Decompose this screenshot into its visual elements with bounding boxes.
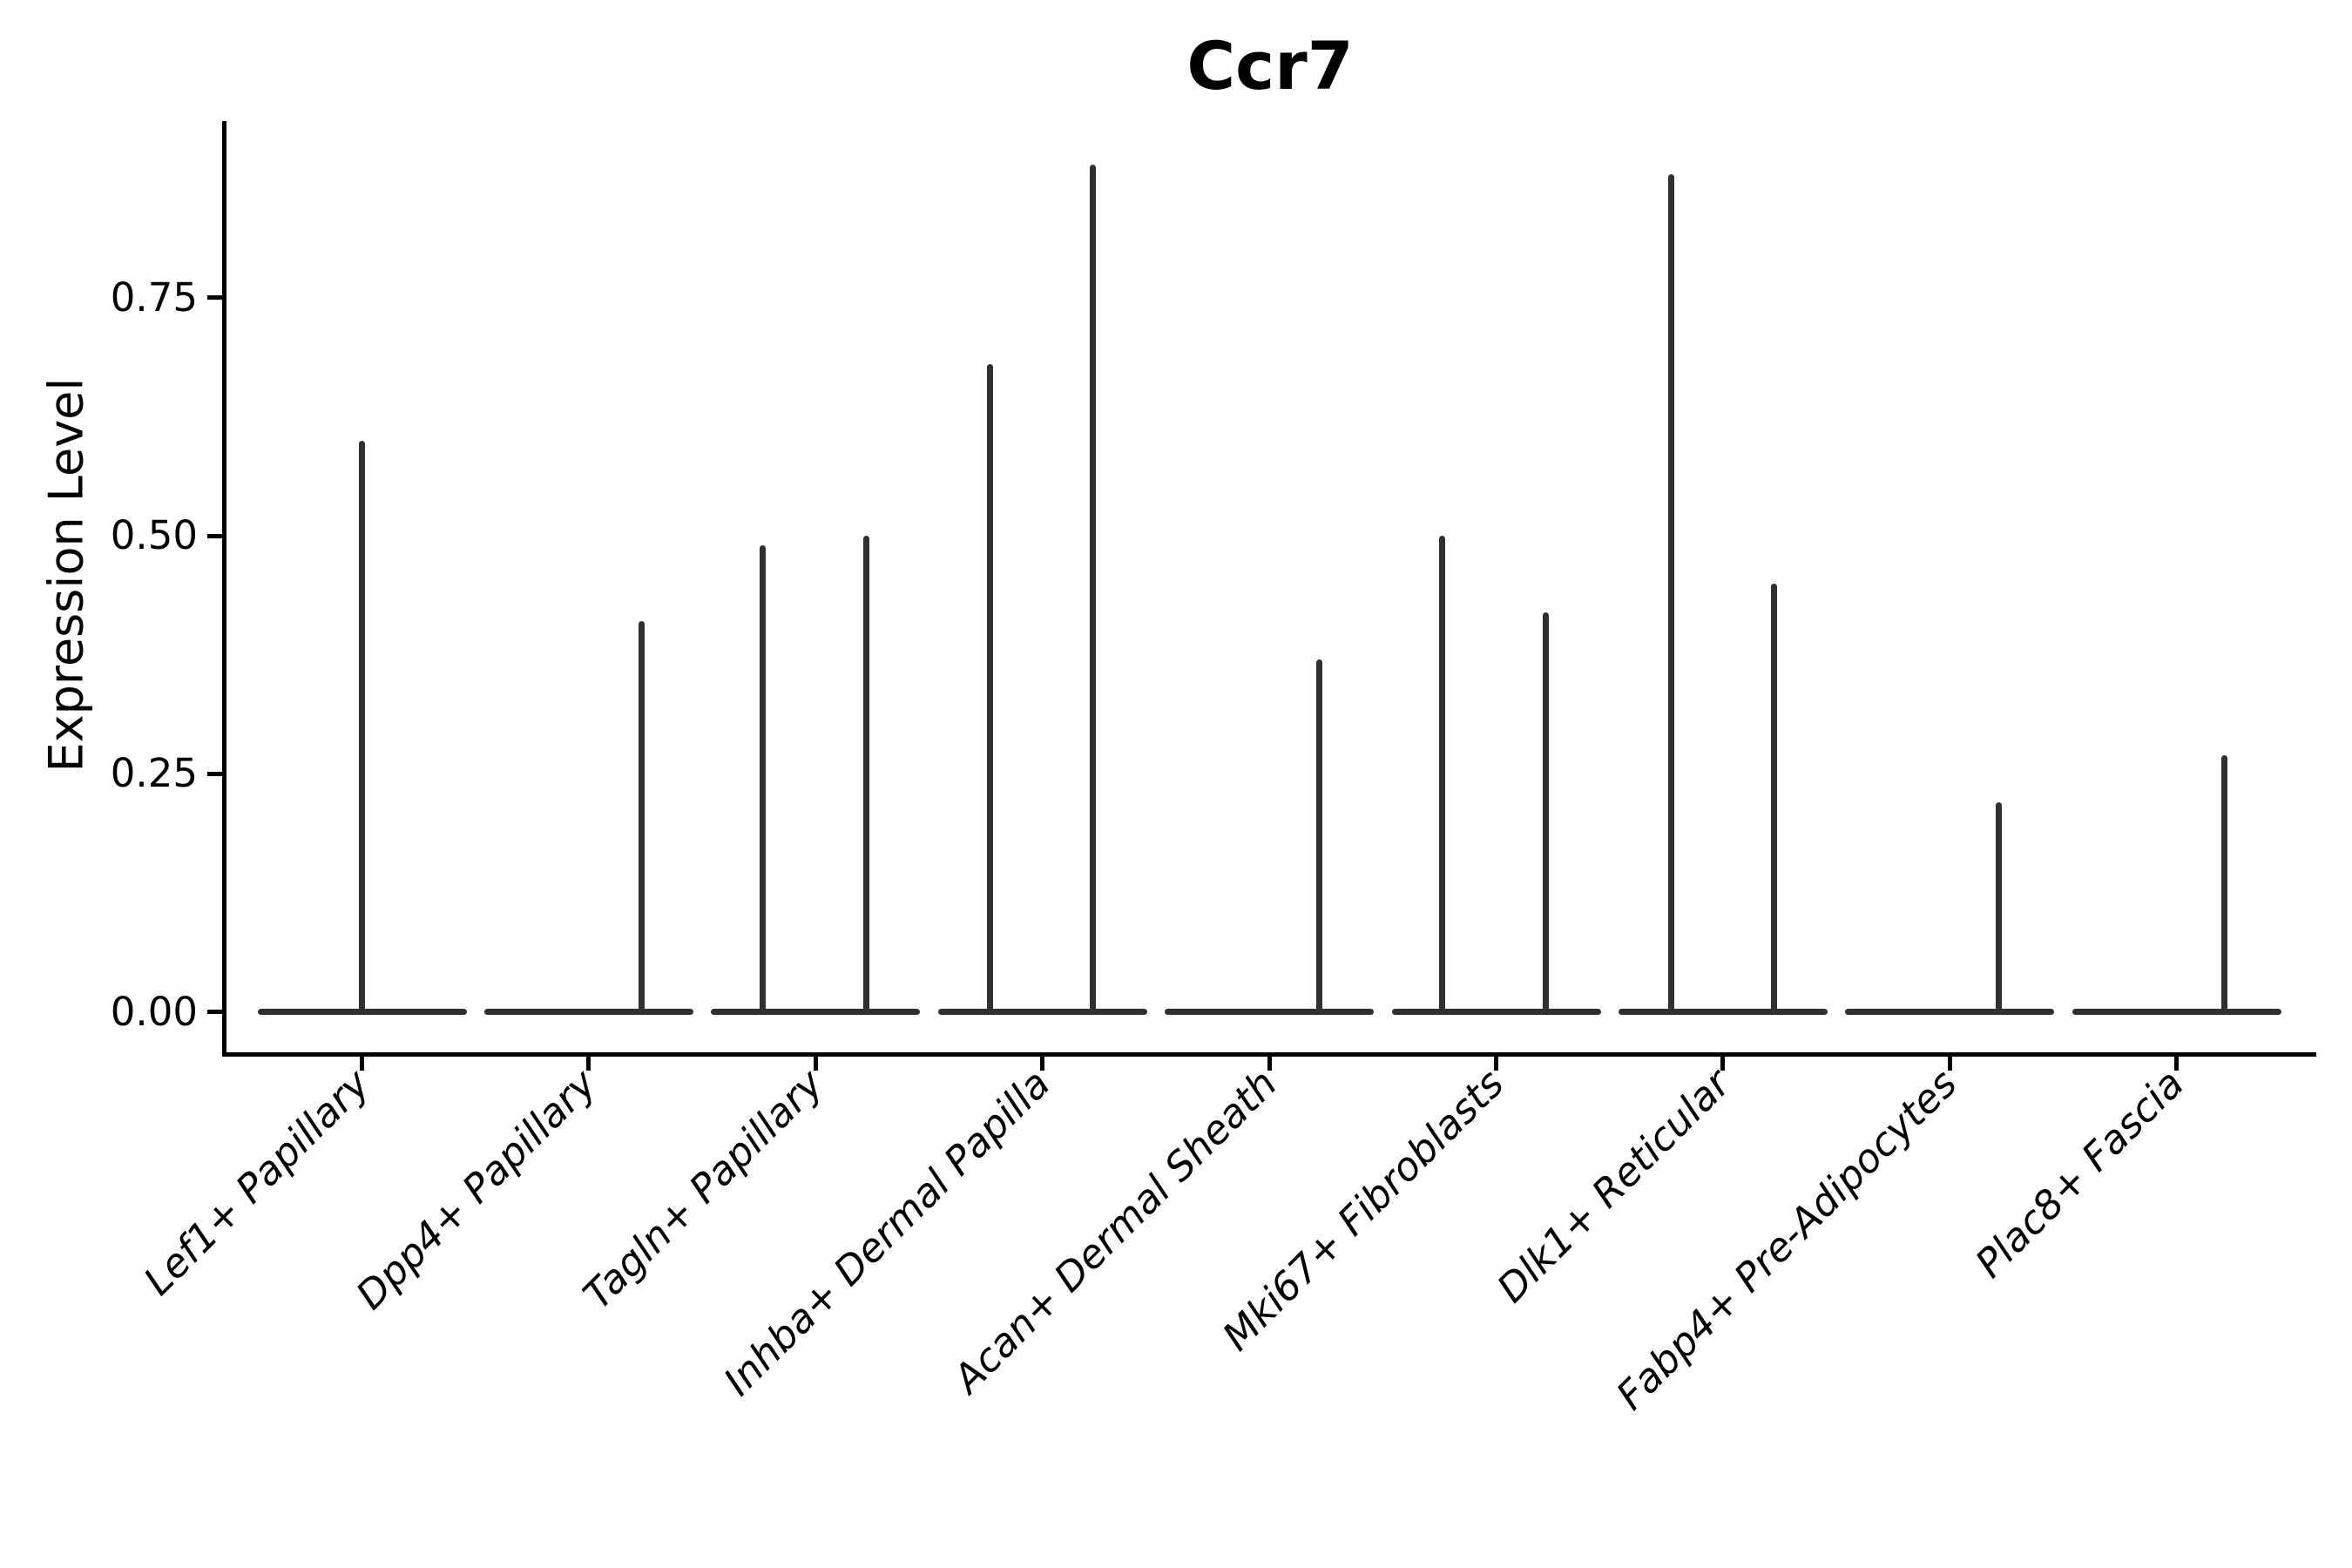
y-tick-label: 0.50 xyxy=(110,512,198,559)
violin-spike xyxy=(1668,173,1675,1012)
y-tick-mark xyxy=(207,295,222,301)
x-tick-mark xyxy=(586,1057,591,1071)
violin-spike xyxy=(2221,754,2228,1012)
x-tick-mark xyxy=(1494,1057,1498,1071)
x-axis-spine xyxy=(222,1052,2316,1057)
violin-baseline xyxy=(711,1009,921,1016)
y-axis-title: Expression Level xyxy=(38,377,94,773)
violin-baseline xyxy=(1618,1009,1828,1016)
violin-spike xyxy=(1771,583,1778,1012)
x-tick-label: Lef1+ Papillary xyxy=(134,1060,379,1305)
x-tick-mark xyxy=(1947,1057,1952,1071)
x-tick-mark xyxy=(813,1057,818,1071)
violin-spike xyxy=(1995,802,2002,1012)
x-tick-mark xyxy=(1720,1057,1726,1071)
violin-spike xyxy=(359,440,365,1012)
plot-title: Ccr7 xyxy=(1186,27,1354,105)
x-tick-mark xyxy=(1040,1057,1045,1071)
violin-baseline xyxy=(257,1009,467,1016)
violin-spike xyxy=(759,544,766,1012)
x-tick-label: Dlk1+ Reticular xyxy=(1488,1060,1740,1312)
violin-spike xyxy=(1090,164,1097,1012)
violin-spike xyxy=(639,621,645,1012)
y-tick-label: 0.25 xyxy=(110,750,198,797)
violin-spike xyxy=(1439,536,1445,1012)
x-tick-mark xyxy=(2174,1057,2180,1071)
y-tick-label: 0.75 xyxy=(110,274,198,321)
y-tick-mark xyxy=(207,533,222,538)
violin-spike xyxy=(862,536,869,1012)
y-axis-spine xyxy=(222,121,226,1057)
violin-baseline xyxy=(937,1009,1147,1016)
x-tick-label: Dpp4+ Papillary xyxy=(347,1060,605,1319)
violin-baseline xyxy=(483,1009,693,1016)
x-tick-label: Tagln+ Papillary xyxy=(574,1060,833,1319)
x-tick-label: Plac8+ Fascia xyxy=(1966,1060,2193,1287)
violin-spike xyxy=(1315,659,1322,1012)
y-tick-label: 0.00 xyxy=(110,988,198,1035)
violin-spike xyxy=(987,364,994,1012)
violin-baseline xyxy=(1845,1009,2055,1016)
violin-spike xyxy=(1543,612,1549,1012)
x-tick-mark xyxy=(1267,1057,1272,1071)
violin-baseline xyxy=(1165,1009,1375,1016)
y-tick-mark xyxy=(207,771,222,776)
x-tick-mark xyxy=(360,1057,364,1071)
violin-baseline xyxy=(1391,1009,1601,1016)
violin-baseline xyxy=(2072,1009,2281,1016)
y-tick-mark xyxy=(207,1010,222,1015)
